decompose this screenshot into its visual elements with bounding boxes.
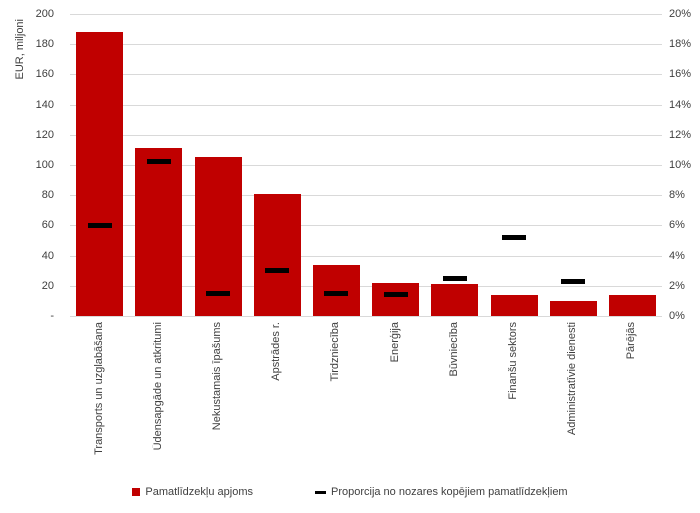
proportion-marker (206, 290, 230, 296)
dash-swatch-icon (314, 490, 326, 494)
left-axis-tick-label: 160 (35, 68, 54, 81)
legend-label-proportion: Proporcija no nozares kopējiem pamatlīdz… (330, 486, 568, 498)
left-axis-tick-label: 120 (35, 128, 54, 141)
legend: Pamatlīdzekļu apjoms Proporcija no nozar… (0, 486, 700, 498)
gridline (70, 316, 662, 317)
category-label: Būvniecība (447, 322, 460, 377)
bar (312, 264, 360, 316)
category-label: Pārējās (625, 322, 638, 360)
legend-item-proportion: Proporcija no nozares kopējiem pamatlīdz… (314, 486, 568, 498)
category-label: Tirdzniecība (329, 322, 342, 382)
right-axis-tick-label: 12% (669, 128, 692, 141)
left-axis-tick-label: 140 (35, 98, 54, 111)
right-axis-tick-label: 18% (669, 38, 692, 51)
left-axis-tick-label: 60 (41, 219, 54, 232)
right-axis-tick-label: 14% (669, 98, 692, 111)
right-axis-tick-label: 10% (669, 159, 692, 171)
proportion-marker (502, 234, 526, 240)
category-label: Administratīvie dienesti (566, 322, 579, 436)
proportion-marker (561, 278, 586, 284)
right-axis-tick-label: 6% (669, 219, 685, 232)
bar (490, 294, 538, 316)
bar (608, 294, 656, 316)
legend-item-bars: Pamatlīdzekļu apjoms (132, 486, 253, 498)
right-axis-tick-label: 8% (669, 189, 685, 202)
bar (549, 300, 597, 316)
left-axis-tick-label: 80 (41, 189, 54, 202)
right-axis-tick-label: 4% (669, 249, 685, 262)
gridline (70, 225, 662, 227)
left-axis-tick-label: - (50, 310, 54, 322)
category-label: Apstrādes r. (270, 322, 283, 381)
gridline (70, 44, 662, 46)
left-axis-tick-label: 20 (41, 279, 54, 292)
gridline (70, 165, 662, 166)
proportion-marker (383, 292, 408, 298)
left-axis-tick-label: 200 (35, 8, 54, 20)
left-axis-tick-label: 180 (35, 38, 54, 51)
bar (431, 284, 479, 316)
proportion-marker (146, 159, 171, 165)
bar (194, 157, 242, 316)
right-axis-tick-label: 20% (669, 8, 692, 20)
category-label: Finanšu sektors (507, 322, 519, 400)
left-axis-tick-label: 100 (35, 159, 54, 171)
gridline (70, 104, 662, 106)
right-axis-tick-label: 16% (669, 68, 692, 81)
gridline (70, 14, 662, 15)
bar (76, 32, 124, 316)
right-axis-tick-label: 0% (669, 310, 685, 322)
proportion-marker (87, 222, 112, 228)
bar (372, 282, 420, 316)
gridline (70, 285, 662, 287)
bar (253, 193, 301, 316)
proportion-marker (324, 290, 349, 296)
right-axis-tick-label: 2% (669, 279, 685, 292)
proportion-marker (442, 275, 467, 281)
gridline (70, 255, 662, 257)
category-label: Enerģija (388, 322, 401, 363)
bar (135, 148, 183, 316)
category-label: Transports un uzglabāšana (92, 322, 105, 455)
category-label: Ūdensapgāde un atkritumi (151, 322, 164, 451)
category-label: Nekustamais īpašums (211, 322, 223, 431)
gridline (70, 134, 662, 136)
bar-swatch-icon (132, 488, 141, 496)
legend-label-bars: Pamatlīdzekļu apjoms (145, 486, 253, 498)
proportion-marker (265, 268, 290, 274)
gridline (70, 195, 662, 197)
gridline (70, 74, 662, 76)
left-axis-tick-label: 40 (41, 249, 54, 262)
